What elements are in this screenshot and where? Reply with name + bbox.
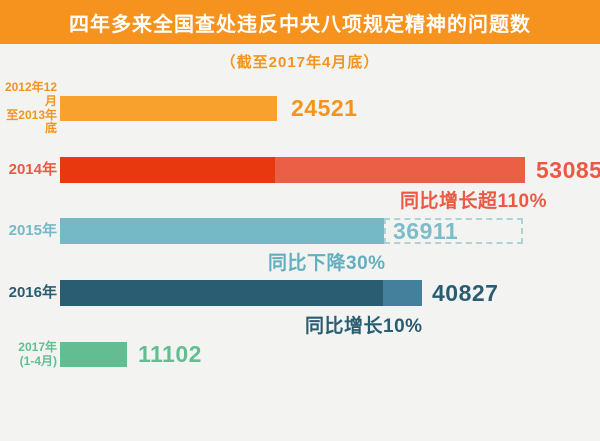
bar-value-2013: 24521 <box>291 95 358 121</box>
annotation-2016-growth: 同比增长10% <box>305 316 423 337</box>
header-bar: 四年多来全国查处违反中央八项规定精神的问题数 <box>0 0 600 44</box>
bar-2015 <box>60 218 384 244</box>
bar-label-line: 至2013年底 <box>6 107 57 136</box>
bar-row-2013: 2012年12月 至2013年底 24521 <box>0 80 358 135</box>
bar-label-line: 2016年 <box>8 284 57 302</box>
bar-label-line: 2015年 <box>8 222 57 240</box>
bar-label-line: 2012年12月 <box>4 79 57 108</box>
bar-2017 <box>60 342 127 367</box>
bar-row-2016: 2016年 40827 <box>0 280 498 306</box>
bar-label-2017: 2017年 (1-4月) <box>0 339 57 369</box>
bar-row-2015: 2015年 <box>0 218 384 244</box>
annotation-2014-growth: 同比增长超110% <box>399 191 547 212</box>
bar-2014 <box>60 157 525 183</box>
bar-row-2017: 2017年 (1-4月) 11102 <box>0 339 202 369</box>
bar-value-2016: 40827 <box>432 279 499 306</box>
bar-value-2014: 53085 <box>536 156 600 183</box>
bar-label-2015: 2015年 <box>0 222 57 239</box>
bar-label-line: 2017年 <box>18 339 57 354</box>
bar-2014-previous-level-segment <box>60 157 275 183</box>
bar-value-2015: 36911 <box>393 217 459 244</box>
bar-2013 <box>60 96 277 121</box>
bar-2016-previous-level-segment <box>60 280 383 306</box>
page-title: 四年多来全国查处违反中央八项规定精神的问题数 <box>69 13 531 36</box>
bar-label-line: (1-4月) <box>19 353 57 368</box>
annotation-2015-decline: 同比下降30% <box>268 253 386 274</box>
bar-label-2014: 2014年 <box>0 161 57 178</box>
chart-subtitle: （截至2017年4月底） <box>220 54 380 71</box>
bar-value-2017: 11102 <box>138 341 202 367</box>
bar-label-2013: 2012年12月 至2013年底 <box>0 79 57 136</box>
bar-row-2014: 2014年 53085 <box>0 157 600 183</box>
bar-2016 <box>60 280 422 306</box>
bar-label-2016: 2016年 <box>0 284 57 301</box>
bar-2015-dashed-previous-level-box: 36911 <box>384 218 523 244</box>
bar-label-line: 2014年 <box>8 161 57 179</box>
